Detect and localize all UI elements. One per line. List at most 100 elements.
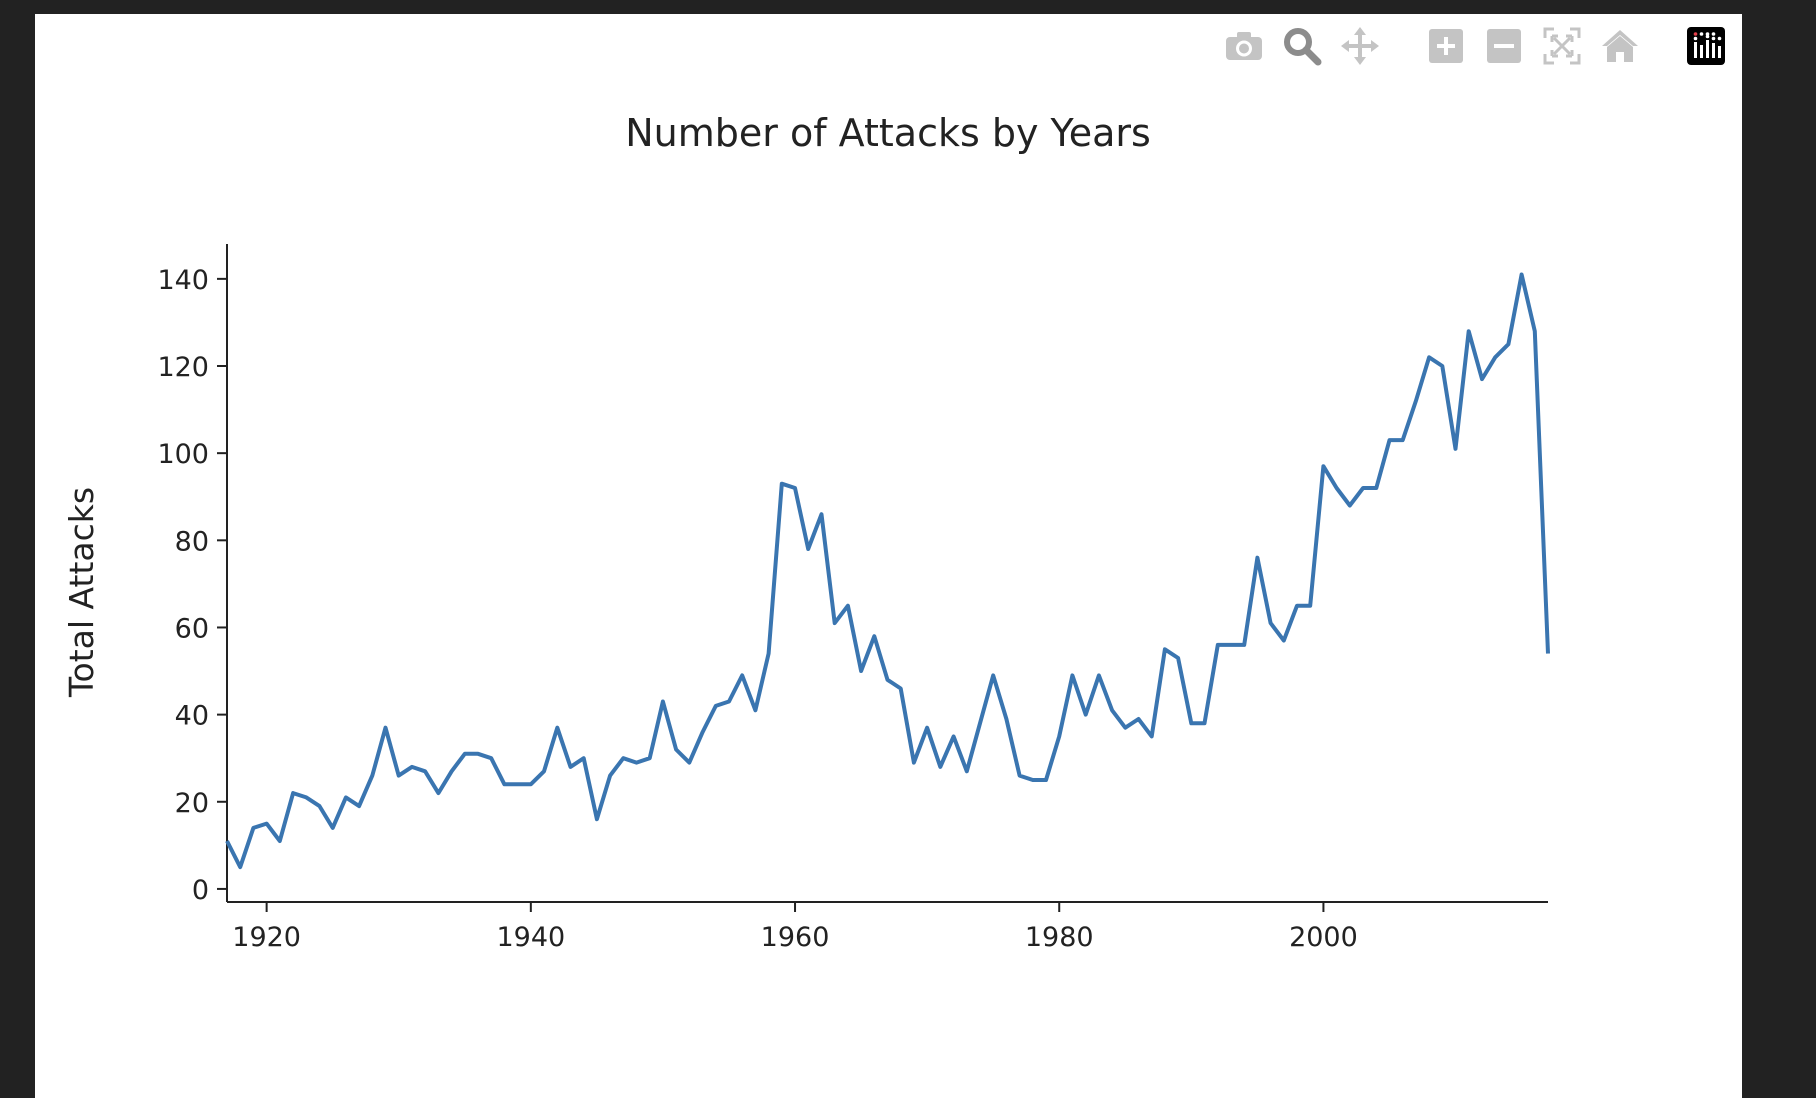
data-point[interactable]: [1031, 778, 1035, 782]
data-point[interactable]: [1057, 734, 1061, 738]
data-point[interactable]: [1084, 713, 1088, 717]
data-point[interactable]: [1401, 438, 1405, 442]
data-point[interactable]: [1506, 342, 1510, 346]
data-point[interactable]: [833, 621, 837, 625]
data-point[interactable]: [1520, 273, 1524, 277]
data-point[interactable]: [1176, 656, 1180, 660]
pan-button[interactable]: [1338, 24, 1382, 68]
data-point[interactable]: [965, 769, 969, 773]
data-point[interactable]: [1123, 726, 1127, 730]
data-point[interactable]: [370, 774, 374, 778]
download-png-button[interactable]: [1222, 24, 1266, 68]
data-point[interactable]: [317, 804, 321, 808]
data-point[interactable]: [568, 765, 572, 769]
data-point[interactable]: [674, 747, 678, 751]
data-point[interactable]: [397, 774, 401, 778]
data-point[interactable]: [938, 765, 942, 769]
data-point[interactable]: [1348, 503, 1352, 507]
data-point[interactable]: [1493, 355, 1497, 359]
data-point[interactable]: [1480, 377, 1484, 381]
zoom-in-button[interactable]: [1424, 24, 1468, 68]
data-point[interactable]: [1387, 438, 1391, 442]
data-point[interactable]: [1427, 355, 1431, 359]
series-line[interactable]: [225, 272, 1550, 870]
data-point[interactable]: [1361, 486, 1365, 490]
data-point[interactable]: [1097, 673, 1101, 677]
data-point[interactable]: [251, 826, 255, 830]
data-point[interactable]: [1414, 399, 1418, 403]
zoom-button[interactable]: [1280, 24, 1324, 68]
data-point[interactable]: [1546, 652, 1550, 656]
data-point[interactable]: [1308, 604, 1312, 608]
data-point[interactable]: [925, 726, 929, 730]
data-point[interactable]: [463, 752, 467, 756]
zoom-out-button[interactable]: [1482, 24, 1526, 68]
data-point[interactable]: [582, 756, 586, 760]
data-point[interactable]: [1374, 486, 1378, 490]
data-point[interactable]: [793, 486, 797, 490]
data-point[interactable]: [1321, 464, 1325, 468]
data-point[interactable]: [1136, 717, 1140, 721]
data-point[interactable]: [991, 673, 995, 677]
data-point[interactable]: [542, 769, 546, 773]
data-point[interactable]: [410, 765, 414, 769]
data-point[interactable]: [687, 761, 691, 765]
data-point[interactable]: [595, 817, 599, 821]
data-point[interactable]: [489, 756, 493, 760]
data-point[interactable]: [555, 726, 559, 730]
data-point[interactable]: [1110, 708, 1114, 712]
data-point[interactable]: [278, 839, 282, 843]
data-point[interactable]: [529, 782, 533, 786]
data-point[interactable]: [1269, 621, 1273, 625]
data-point[interactable]: [661, 700, 665, 704]
data-point[interactable]: [780, 482, 784, 486]
data-point[interactable]: [846, 604, 850, 608]
data-point[interactable]: [727, 700, 731, 704]
data-point[interactable]: [740, 673, 744, 677]
data-point[interactable]: [1004, 717, 1008, 721]
data-point[interactable]: [806, 547, 810, 551]
data-point[interactable]: [819, 512, 823, 516]
data-point[interactable]: [978, 721, 982, 725]
data-point[interactable]: [331, 826, 335, 830]
data-point[interactable]: [516, 782, 520, 786]
data-point[interactable]: [912, 761, 916, 765]
autoscale-button[interactable]: [1540, 24, 1584, 68]
data-point[interactable]: [1335, 486, 1339, 490]
data-point[interactable]: [423, 769, 427, 773]
data-point[interactable]: [701, 730, 705, 734]
data-point[interactable]: [436, 791, 440, 795]
data-point[interactable]: [265, 822, 269, 826]
data-point[interactable]: [859, 669, 863, 673]
data-point[interactable]: [291, 791, 295, 795]
data-point[interactable]: [1295, 604, 1299, 608]
data-point[interactable]: [767, 652, 771, 656]
data-point[interactable]: [714, 704, 718, 708]
data-point[interactable]: [238, 865, 242, 869]
data-point[interactable]: [1467, 329, 1471, 333]
data-point[interactable]: [1163, 647, 1167, 651]
data-point[interactable]: [1044, 778, 1048, 782]
data-point[interactable]: [899, 686, 903, 690]
data-point[interactable]: [344, 795, 348, 799]
series-group[interactable]: [225, 272, 1550, 870]
data-point[interactable]: [1189, 721, 1193, 725]
data-point[interactable]: [502, 782, 506, 786]
data-point[interactable]: [1242, 643, 1246, 647]
data-point[interactable]: [1150, 734, 1154, 738]
data-point[interactable]: [1533, 329, 1537, 333]
data-point[interactable]: [1216, 643, 1220, 647]
data-point[interactable]: [304, 795, 308, 799]
data-point[interactable]: [1229, 643, 1233, 647]
data-point[interactable]: [753, 708, 757, 712]
data-point[interactable]: [1282, 639, 1286, 643]
data-point[interactable]: [872, 634, 876, 638]
data-point[interactable]: [886, 678, 890, 682]
chart-svg[interactable]: Number of Attacks by Years Total Attacks…: [35, 14, 1742, 1098]
data-point[interactable]: [608, 774, 612, 778]
plotly-logo-button[interactable]: [1684, 24, 1728, 68]
data-point[interactable]: [1018, 774, 1022, 778]
data-point[interactable]: [450, 769, 454, 773]
data-point[interactable]: [1203, 721, 1207, 725]
data-point[interactable]: [384, 726, 388, 730]
